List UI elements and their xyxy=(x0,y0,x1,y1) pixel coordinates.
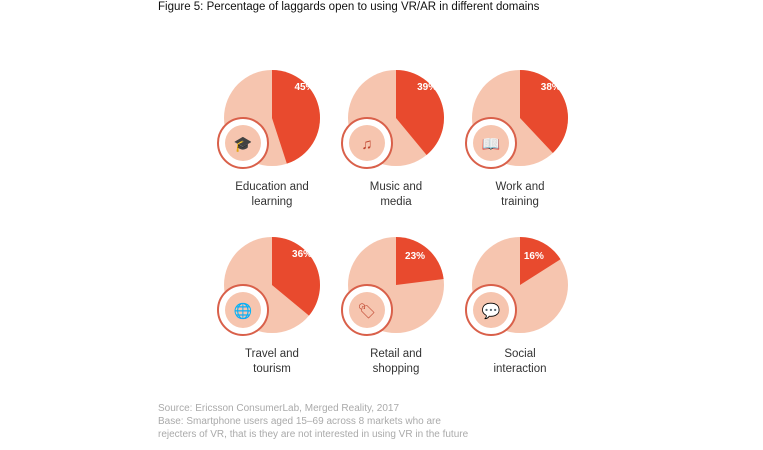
category-label: Retail and xyxy=(370,348,422,360)
category-label: media xyxy=(380,196,412,208)
value-label: 45% xyxy=(294,82,314,93)
pie-highlight-slice xyxy=(396,70,444,155)
category-label: Work and xyxy=(495,181,544,193)
pie-grid: 45% 🎓 Education and learning 39% ♫ Music and me… xyxy=(217,70,569,375)
category-label: tourism xyxy=(253,363,291,375)
category-label: Social xyxy=(504,348,535,360)
pie-highlight-slice xyxy=(396,237,444,285)
value-label: 36% xyxy=(292,249,312,260)
icon-bg xyxy=(349,292,385,328)
category-label: Travel and xyxy=(245,348,299,360)
pie-2: 39% ♫ Music and media xyxy=(341,70,444,208)
icon-bg xyxy=(473,292,509,328)
chat-bubbles-icon: 💬 xyxy=(482,302,501,320)
music-note-icon: ♫ xyxy=(361,136,372,153)
value-label: 39% xyxy=(417,82,437,93)
graduation-cap-icon: 🎓 xyxy=(234,136,253,153)
value-label: 38% xyxy=(541,82,561,93)
value-label: 16% xyxy=(524,251,544,262)
category-label: learning xyxy=(252,196,293,208)
globe-icon: 🌐 xyxy=(234,302,253,320)
price-tag-icon: 🏷 xyxy=(357,303,376,320)
base-line: rejecters of VR, that is they are not in… xyxy=(158,429,469,440)
pie-5: 23% 🏷 Retail and shopping xyxy=(341,237,444,375)
chart-title: Figure 5: Percentage of laggards open to… xyxy=(158,1,540,13)
pie-3: 38% 📖 Work and training xyxy=(465,70,569,208)
category-label: interaction xyxy=(493,363,546,375)
category-label: training xyxy=(501,196,539,208)
base-line: Base: Smartphone users aged 15–69 across… xyxy=(158,416,441,427)
category-label: shopping xyxy=(373,363,420,375)
value-label: 23% xyxy=(405,251,425,262)
category-label: Education and xyxy=(235,181,309,193)
pie-6: 16% 💬 Social interaction xyxy=(465,237,568,375)
source-note: Source: Ericsson ConsumerLab, Merged Rea… xyxy=(158,402,468,441)
pie-highlight-slice xyxy=(272,70,321,164)
pie-highlight-slice xyxy=(520,70,569,153)
icon-bg xyxy=(225,125,261,161)
pie-4: 36% 🌐 Travel and tourism xyxy=(217,237,321,375)
source-line: Source: Ericsson ConsumerLab, Merged Rea… xyxy=(158,403,400,414)
pie-1: 45% 🎓 Education and learning xyxy=(217,70,321,208)
category-label: Music and xyxy=(370,181,422,193)
pie-highlight-slice xyxy=(272,237,321,316)
pie-highlight-slice xyxy=(520,237,561,285)
book-icon: 📖 xyxy=(482,136,501,153)
icon-bg xyxy=(473,125,509,161)
icon-bg xyxy=(349,125,385,161)
icon-bg xyxy=(225,292,261,328)
